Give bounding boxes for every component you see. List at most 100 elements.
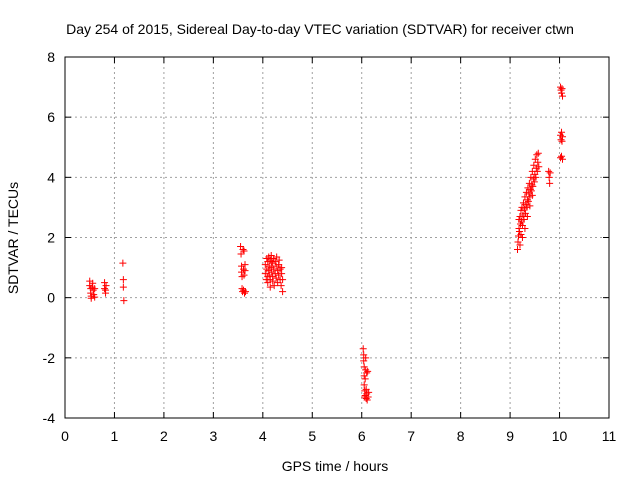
data-point xyxy=(546,179,554,187)
data-point xyxy=(266,283,274,291)
data-point xyxy=(240,247,248,255)
data-point xyxy=(240,271,248,279)
data-point xyxy=(240,265,248,273)
data-point xyxy=(523,212,531,220)
data-point xyxy=(241,289,249,297)
x-tick-label: 2 xyxy=(160,428,168,444)
data-point xyxy=(101,285,109,293)
data-point xyxy=(529,182,537,190)
data-point xyxy=(545,167,553,175)
x-tick-label: 8 xyxy=(457,428,465,444)
data-point xyxy=(514,246,522,254)
data-point xyxy=(241,267,249,275)
data-point xyxy=(526,202,534,210)
data-point xyxy=(275,256,283,264)
data-point xyxy=(101,279,109,287)
data-point xyxy=(530,178,538,186)
x-axis-title: GPS time / hours xyxy=(282,458,389,474)
data-point xyxy=(91,285,99,293)
grid xyxy=(65,57,609,418)
data-point xyxy=(361,391,369,399)
data-point xyxy=(534,158,542,166)
data-point xyxy=(363,369,371,377)
data-point xyxy=(279,276,287,284)
data-point xyxy=(361,375,369,383)
x-tick-label: 0 xyxy=(61,428,69,444)
y-tick-label: -4 xyxy=(43,410,56,426)
y-tick-label: 6 xyxy=(47,109,55,125)
data-point xyxy=(102,289,110,297)
data-point xyxy=(516,241,524,249)
data-points xyxy=(86,83,567,404)
data-point xyxy=(518,234,526,241)
data-point xyxy=(527,187,535,195)
data-point xyxy=(545,173,553,181)
data-point xyxy=(364,367,372,375)
data-point xyxy=(515,227,523,235)
data-point xyxy=(520,215,528,223)
data-point xyxy=(276,265,284,273)
data-point xyxy=(119,276,127,284)
data-point xyxy=(528,191,536,199)
data-point xyxy=(278,270,286,278)
x-tick-label: 6 xyxy=(358,428,366,444)
x-tick-label: 1 xyxy=(111,428,119,444)
data-point xyxy=(102,282,110,290)
x-tick-label: 4 xyxy=(259,428,267,444)
data-point xyxy=(365,388,373,396)
data-point xyxy=(521,224,529,232)
data-point xyxy=(237,250,245,258)
data-point xyxy=(517,206,525,214)
data-point xyxy=(359,345,367,353)
data-point xyxy=(241,261,249,269)
x-tick-label: 7 xyxy=(407,428,415,444)
data-point xyxy=(524,197,532,205)
data-point xyxy=(523,203,531,211)
data-point xyxy=(278,264,286,272)
data-point xyxy=(546,169,554,177)
data-point xyxy=(558,85,566,93)
y-tick-label: 4 xyxy=(47,169,55,185)
data-point xyxy=(360,363,368,371)
data-point xyxy=(559,92,567,100)
data-point xyxy=(533,167,541,175)
data-point xyxy=(239,246,247,254)
data-point xyxy=(559,155,567,163)
x-tick-label: 3 xyxy=(209,428,217,444)
data-point xyxy=(277,282,285,290)
data-point xyxy=(119,283,127,291)
data-point xyxy=(517,230,525,238)
data-point xyxy=(532,173,540,181)
data-point xyxy=(559,133,567,141)
y-tick-label: 8 xyxy=(47,49,55,65)
x-tick-label: 9 xyxy=(506,428,514,444)
data-point xyxy=(557,136,565,144)
data-point xyxy=(119,259,127,267)
chart-title: Day 254 of 2015, Sidereal Day-to-day VTE… xyxy=(66,21,574,37)
data-point xyxy=(360,381,368,389)
x-tick-label: 10 xyxy=(552,428,568,444)
y-tick-label: 0 xyxy=(47,290,55,306)
y-tick-label: 2 xyxy=(47,230,55,246)
data-point xyxy=(516,212,524,220)
data-point xyxy=(270,282,278,290)
data-point xyxy=(269,277,277,285)
data-point xyxy=(279,288,287,296)
data-point xyxy=(534,149,542,157)
data-point xyxy=(268,258,276,266)
data-point xyxy=(242,288,250,296)
plot-frame xyxy=(64,56,610,419)
x-tick-label: 5 xyxy=(308,428,316,444)
data-point xyxy=(362,354,370,362)
data-point xyxy=(558,128,566,136)
data-point xyxy=(89,279,97,287)
data-point xyxy=(535,163,543,171)
tick-labels: 0 1 2 3 4 5 6 7 8 9 10 11 -4 -2 0 2 4 6 8 xyxy=(43,49,617,444)
y-tick-label: -2 xyxy=(43,350,56,366)
data-point xyxy=(91,293,99,301)
data-point xyxy=(120,297,128,305)
data-point xyxy=(87,294,95,302)
data-point xyxy=(275,271,283,279)
data-point xyxy=(533,151,541,159)
